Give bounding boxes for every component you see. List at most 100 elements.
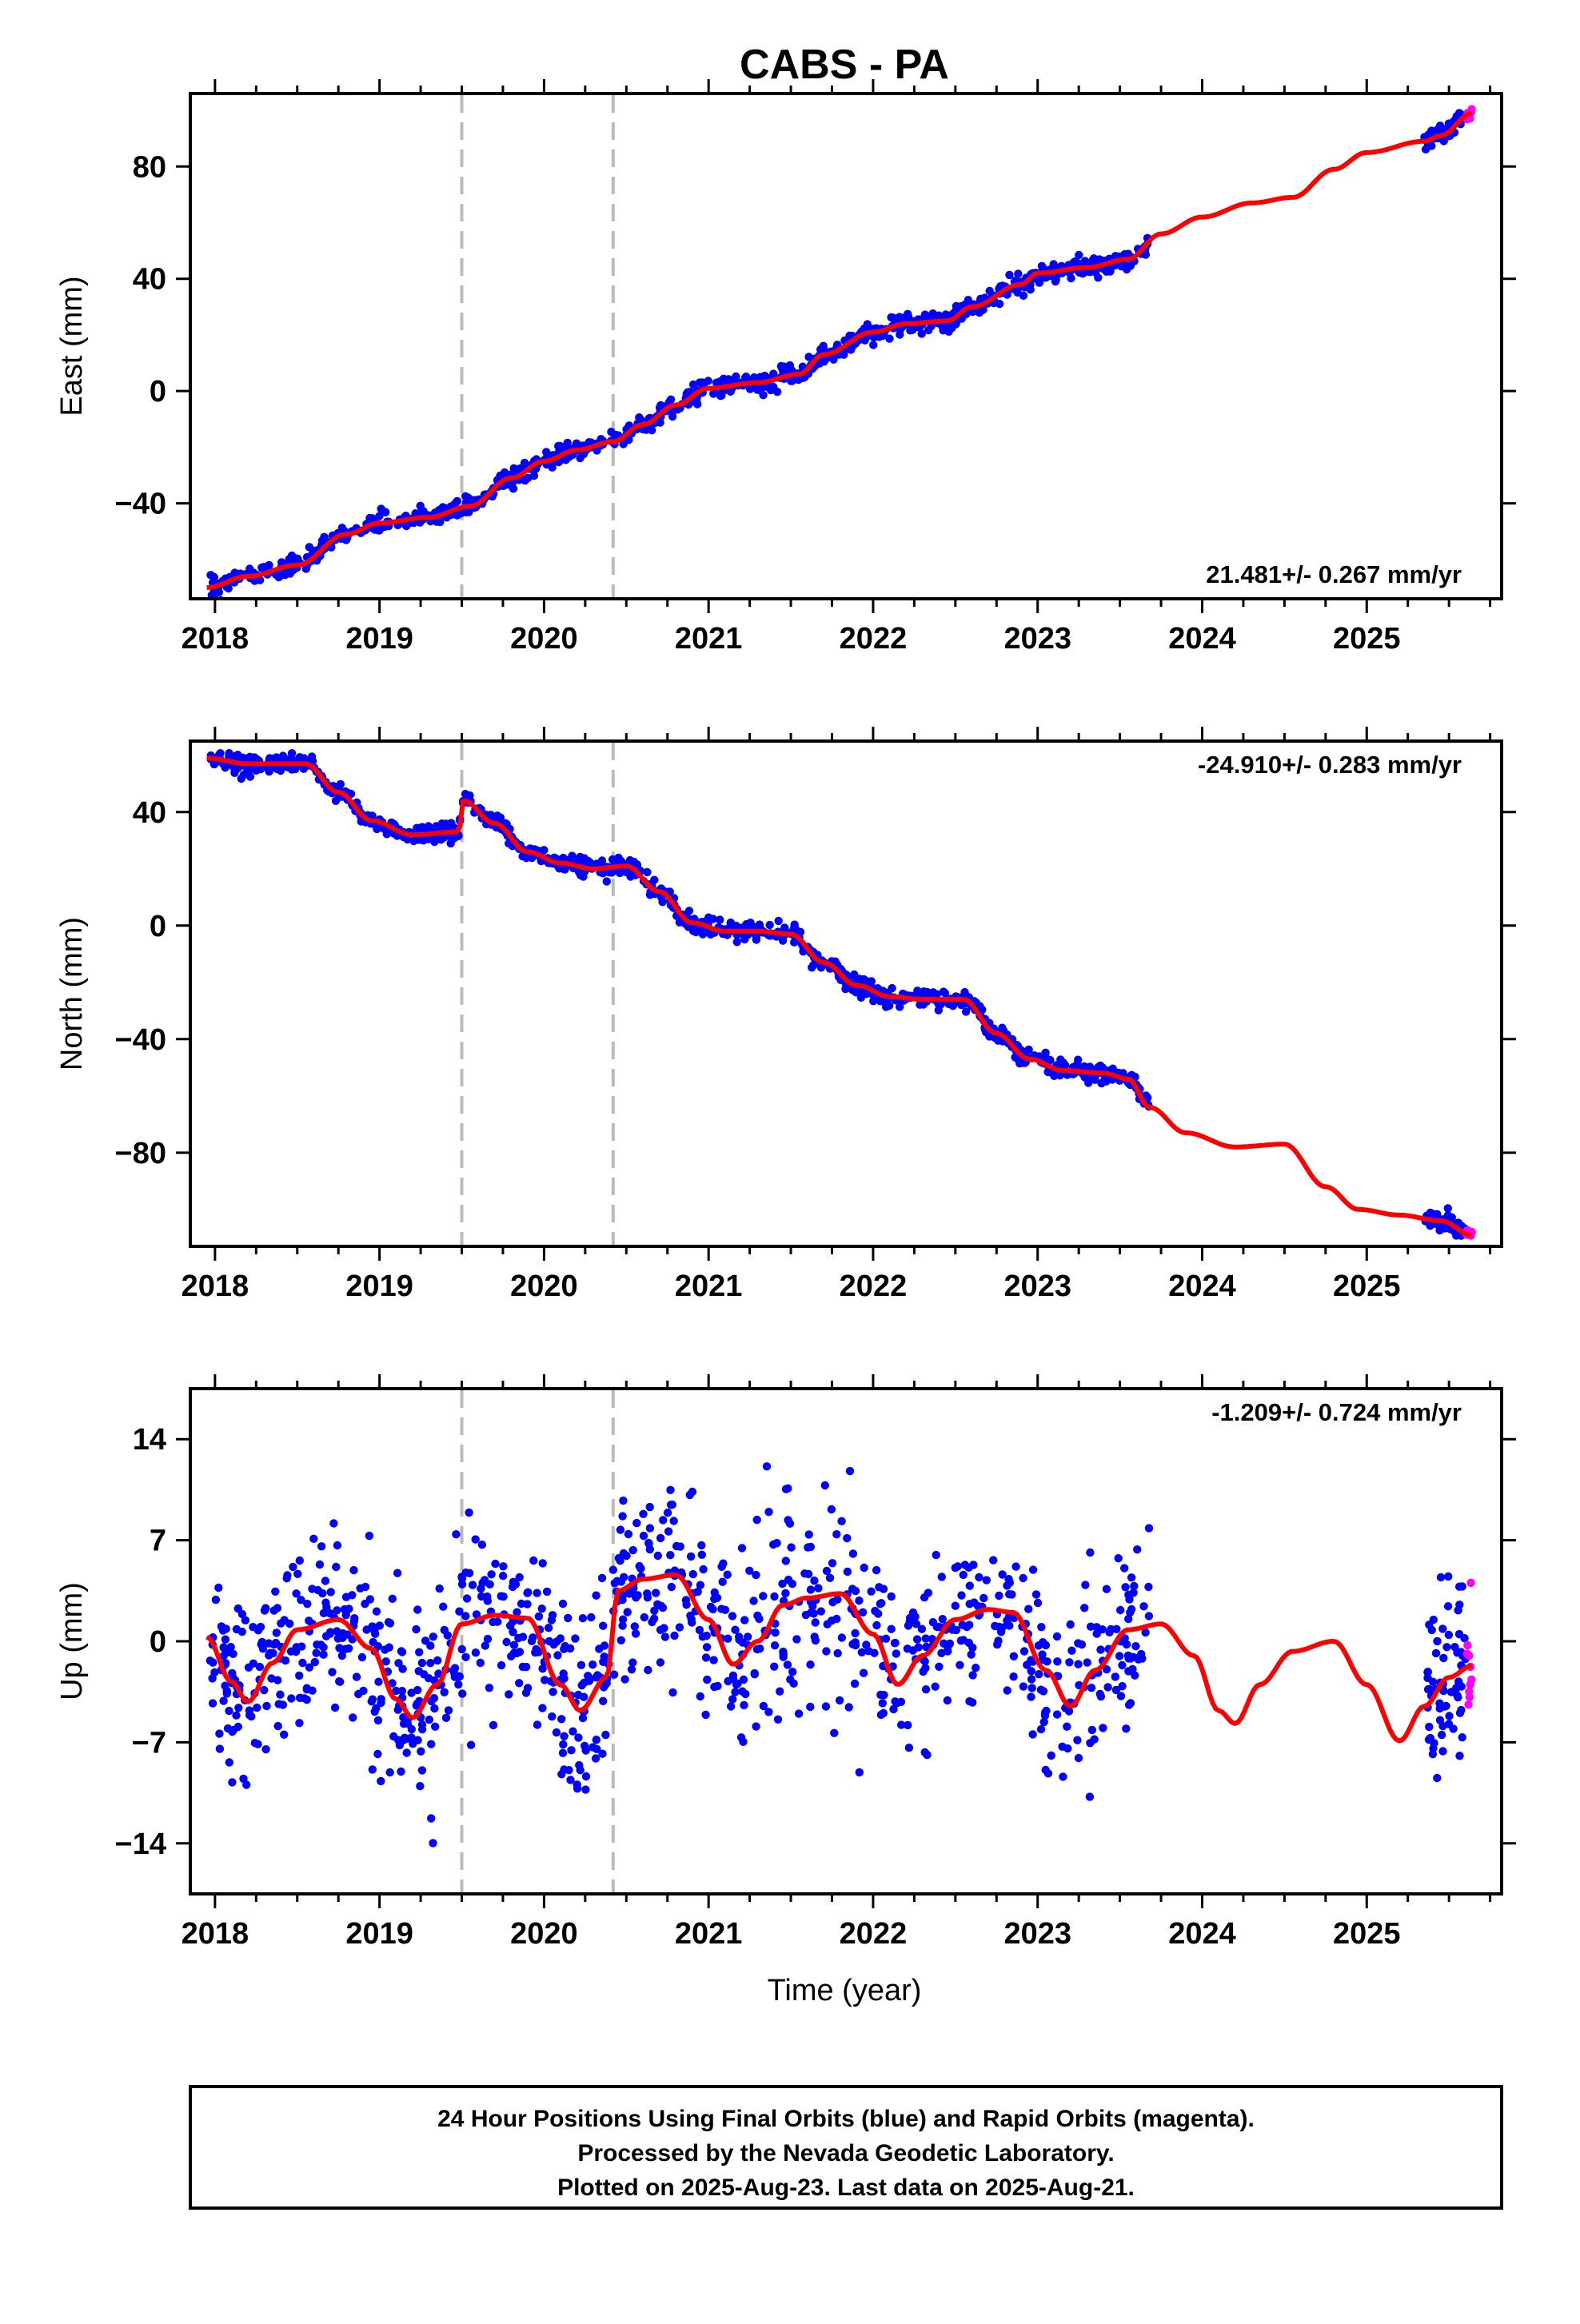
up-final-point — [497, 1660, 506, 1670]
up-final-point — [752, 1722, 760, 1731]
up-final-point — [397, 1647, 406, 1656]
up-final-point — [228, 1778, 237, 1787]
up-final-point — [740, 1700, 748, 1710]
up-final-point — [980, 1593, 988, 1603]
up-final-point — [630, 1622, 639, 1631]
up-final-point — [571, 1634, 580, 1643]
up-final-point — [564, 1613, 573, 1623]
up-final-point — [822, 1566, 832, 1576]
north-final-point — [919, 1000, 928, 1009]
up-final-point — [214, 1583, 223, 1593]
up-final-point — [1425, 1722, 1434, 1732]
up-final-point — [577, 1680, 586, 1690]
north-final-point — [437, 835, 445, 844]
east-final-point — [668, 412, 677, 421]
up-final-point — [1037, 1623, 1046, 1632]
up-final-point — [485, 1580, 494, 1589]
up-final-point — [1429, 1677, 1438, 1686]
up-final-point — [341, 1611, 350, 1620]
up-final-point — [1096, 1692, 1106, 1701]
up-final-point — [1449, 1724, 1458, 1733]
up-final-point — [814, 1584, 823, 1593]
up-final-point — [249, 1659, 258, 1668]
up-final-point — [1433, 1636, 1442, 1646]
up-final-point — [1144, 1524, 1154, 1533]
up-rapid-point — [1465, 1651, 1474, 1660]
up-final-point — [995, 1591, 1003, 1600]
up-final-point — [531, 1648, 540, 1657]
up-final-point — [392, 1686, 401, 1696]
up-final-point — [394, 1659, 403, 1668]
east-final-point — [1080, 268, 1089, 277]
up-final-point — [944, 1647, 952, 1656]
north-final-point — [632, 860, 641, 869]
east-final-point — [277, 558, 286, 567]
up-final-point — [509, 1577, 518, 1587]
up-final-point — [1059, 1772, 1067, 1781]
north-final-point — [809, 961, 818, 970]
north-y-tick-label: 40 — [133, 796, 166, 830]
up-final-point — [599, 1621, 608, 1630]
up-final-point — [427, 1814, 436, 1823]
north-final-point — [1041, 1050, 1050, 1059]
up-final-point — [720, 1605, 730, 1615]
up-y-tick-label: −7 — [132, 1726, 166, 1760]
north-final-point — [888, 983, 896, 993]
up-rapid-point — [1464, 1700, 1473, 1709]
north-final-point — [742, 920, 751, 929]
up-final-point — [317, 1542, 326, 1551]
up-final-point — [1443, 1602, 1453, 1611]
east-x-tick-label: 2024 — [1168, 622, 1236, 656]
up-final-point — [659, 1516, 668, 1525]
up-final-point — [964, 1563, 973, 1573]
up-final-point — [788, 1668, 797, 1676]
north-x-tick-label: 2023 — [1003, 1270, 1071, 1303]
up-final-point — [225, 1706, 233, 1716]
up-final-point — [574, 1690, 583, 1700]
up-final-point — [667, 1582, 676, 1592]
up-final-point — [1126, 1699, 1135, 1708]
up-final-point — [441, 1713, 451, 1722]
east-final-point — [804, 353, 813, 361]
east-y-axis-label: East (mm) — [55, 276, 89, 416]
up-final-point — [553, 1637, 561, 1646]
up-final-point — [843, 1567, 852, 1577]
up-final-point — [297, 1596, 305, 1604]
north-final-point — [437, 820, 446, 829]
up-final-point — [373, 1749, 382, 1759]
up-final-point — [982, 1576, 991, 1585]
up-final-point — [904, 1621, 913, 1630]
up-final-point — [1033, 1598, 1043, 1608]
up-final-point — [810, 1632, 819, 1641]
up-final-point — [1027, 1675, 1036, 1684]
up-rapid-point — [1465, 1692, 1474, 1702]
up-final-point — [959, 1570, 968, 1580]
up-final-point — [302, 1695, 311, 1704]
up-final-point — [668, 1688, 677, 1697]
north-x-ticks — [213, 727, 1492, 1261]
up-final-point — [1454, 1629, 1464, 1639]
up-final-point — [368, 1765, 377, 1774]
up-final-point — [1019, 1573, 1027, 1583]
up-final-point — [951, 1601, 960, 1610]
up-final-point — [656, 1533, 665, 1543]
up-final-point — [427, 1696, 436, 1706]
east-y-tick-label: 80 — [133, 150, 166, 184]
up-final-point — [229, 1649, 237, 1658]
up-final-point — [373, 1642, 382, 1651]
up-final-point — [1052, 1632, 1062, 1641]
up-y-tick-label: 0 — [150, 1625, 166, 1659]
up-final-point — [260, 1606, 269, 1615]
up-final-point — [569, 1727, 577, 1736]
up-final-point — [498, 1572, 508, 1581]
up-final-point — [656, 1658, 665, 1667]
up-final-point — [229, 1726, 237, 1735]
up-final-point — [545, 1636, 554, 1646]
up-final-point — [764, 1508, 773, 1517]
up-final-point — [921, 1634, 931, 1643]
north-x-tick-label: 2024 — [1168, 1270, 1236, 1303]
north-final-point — [774, 916, 783, 926]
east-final-point — [779, 367, 788, 376]
east-final-point — [542, 448, 551, 456]
up-final-point — [559, 1740, 568, 1749]
